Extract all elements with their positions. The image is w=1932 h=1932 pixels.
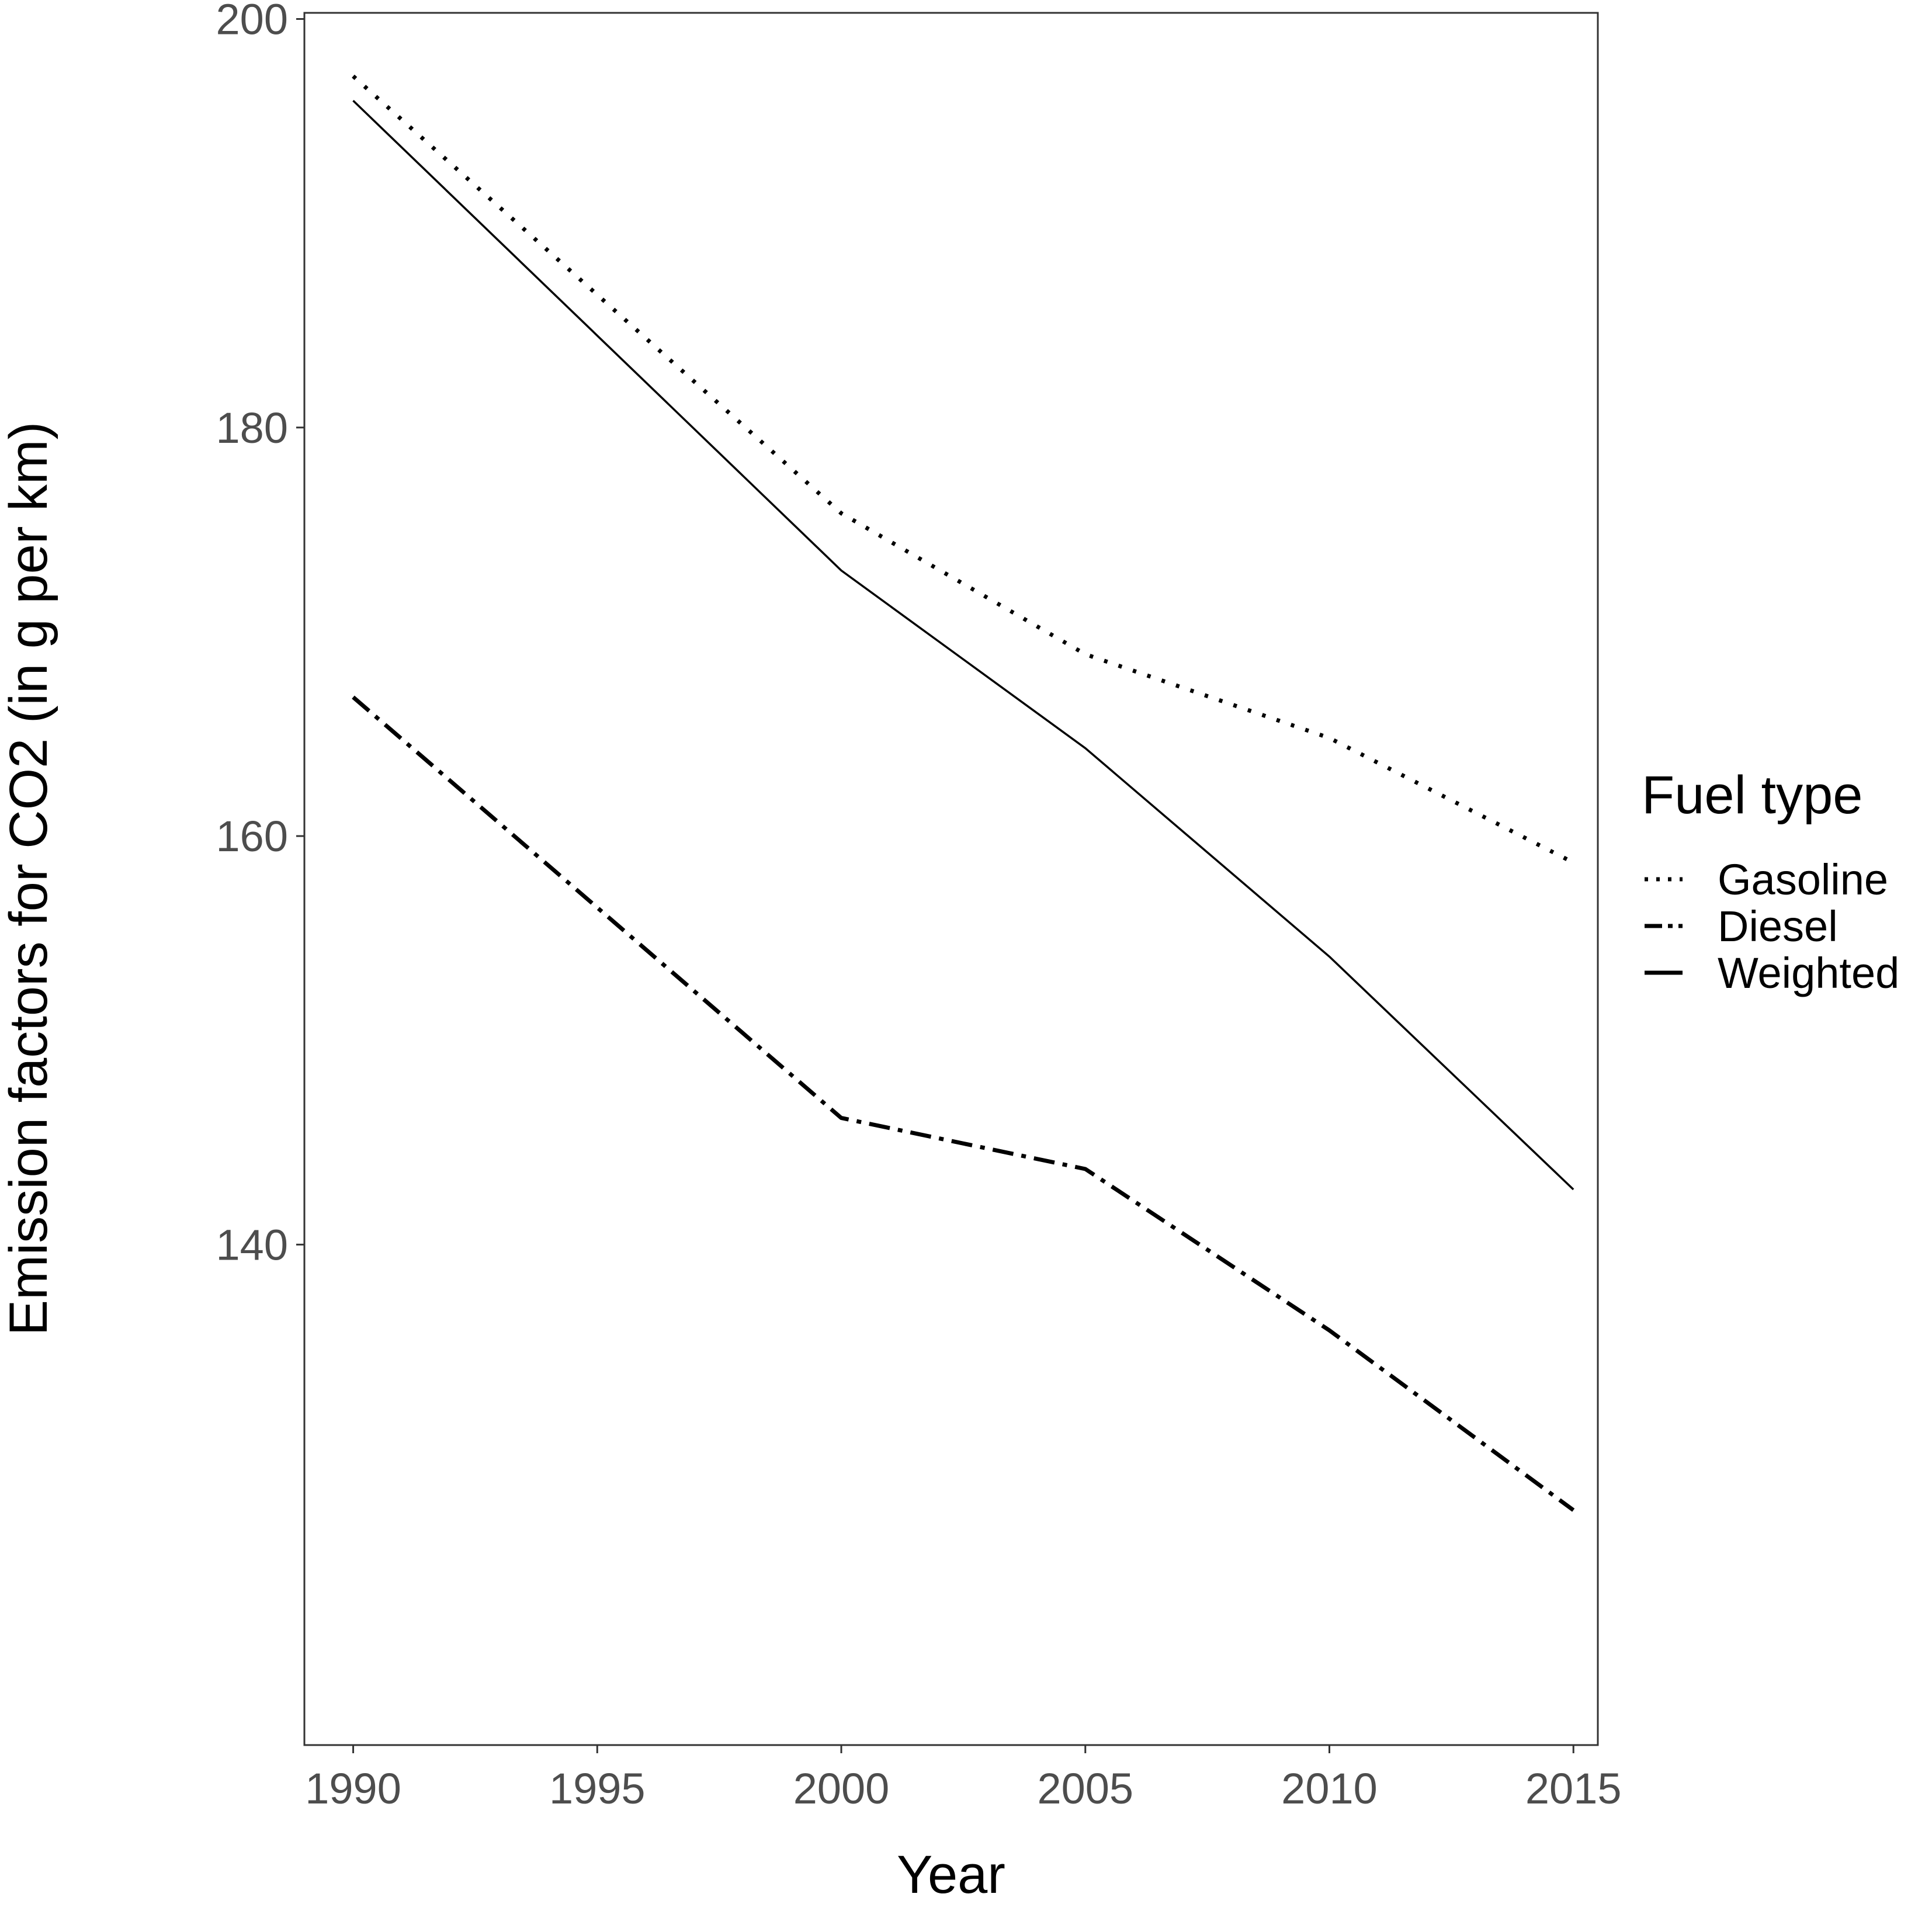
y-axis: 140 160 180 200 — [216, 0, 304, 1269]
x-axis: 1990 1995 2000 2005 2010 2015 — [305, 1745, 1622, 1813]
series-line-diesel — [352, 695, 1575, 1512]
y-tick-label: 180 — [216, 404, 288, 452]
x-tick-label: 2015 — [1525, 1764, 1622, 1813]
y-tick-label: 200 — [216, 0, 288, 43]
x-tick-label: 2000 — [793, 1764, 890, 1813]
legend-title: Fuel type — [1642, 765, 1862, 825]
y-axis-title: Emission factors for CO2 (in g per km) — [0, 422, 58, 1336]
series-line-gasoline — [352, 74, 1574, 865]
legend-label-gasoline: Gasoline — [1718, 855, 1888, 904]
series-layer — [352, 74, 1575, 1512]
x-tick-label: 2010 — [1281, 1764, 1378, 1813]
legend-label-diesel: Diesel — [1718, 902, 1838, 951]
legend-label-weighted: Weighted — [1718, 949, 1899, 997]
x-tick-label: 1990 — [305, 1764, 401, 1813]
x-tick-label: 1995 — [549, 1764, 646, 1813]
series-line-weighted — [352, 100, 1574, 1191]
y-tick-label: 140 — [216, 1220, 288, 1269]
x-tick-label: 2005 — [1037, 1764, 1133, 1813]
y-tick-label: 160 — [216, 812, 288, 861]
panel-border — [303, 12, 1599, 1746]
x-axis-title: Year — [897, 1845, 1005, 1905]
